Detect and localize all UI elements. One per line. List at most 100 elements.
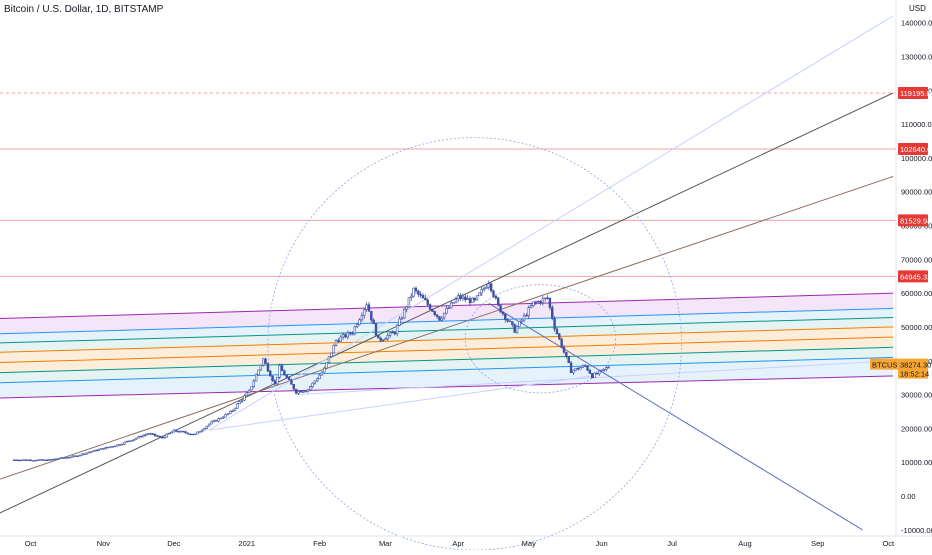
candle-body [198, 431, 201, 433]
channel-band [0, 317, 893, 353]
candle-body [478, 292, 481, 297]
level-label-bg [898, 87, 928, 100]
candle-body [367, 304, 371, 312]
candle-body [511, 321, 514, 325]
x-tick-label: Jun [596, 539, 608, 548]
candle-body [135, 437, 138, 440]
candle-body [541, 298, 545, 304]
candle-body [551, 307, 554, 319]
candle-body [379, 337, 382, 341]
symbol-badge-bg [870, 358, 898, 370]
circle-drawing [464, 284, 617, 394]
x-tick-label: Oct [25, 539, 38, 548]
candle-body [90, 451, 93, 453]
candle-body [492, 290, 495, 297]
candle-body [250, 386, 253, 391]
candle-body [149, 433, 152, 435]
candle-body [257, 369, 260, 376]
candle-body [15, 459, 18, 461]
candle-body [405, 306, 408, 310]
candle-body [229, 411, 232, 414]
candle-body [102, 448, 105, 450]
candle-body [26, 459, 30, 462]
candle-body [377, 335, 380, 339]
candle-body [177, 431, 180, 433]
candle-body [200, 429, 204, 432]
candle-body [245, 392, 248, 397]
candle-body [233, 407, 237, 411]
candle-body [461, 296, 465, 299]
candle-body [426, 299, 429, 305]
candle-body [353, 326, 357, 334]
candle-body [24, 459, 28, 461]
channel-band [0, 337, 893, 373]
candle-body [320, 371, 324, 376]
x-tick-label: Mar [379, 539, 392, 548]
candle-body [137, 436, 140, 439]
candle-body [313, 380, 317, 384]
candle-body [365, 304, 368, 310]
candle-body [605, 367, 608, 370]
candle-body [607, 366, 610, 369]
candle-body [193, 433, 197, 436]
y-tick-label: 100000.00 [901, 154, 932, 163]
candle-body [569, 362, 573, 374]
channel-band [0, 357, 893, 398]
candle-body [210, 421, 213, 425]
candle-body [132, 438, 136, 441]
level-label-bg [898, 214, 928, 227]
y-tick-label: 110000.00 [901, 120, 932, 129]
currency-label: USD [909, 4, 926, 13]
candle-body [294, 388, 298, 394]
candle-body [308, 386, 312, 391]
countdown-label: 18:52:14 [900, 370, 929, 379]
candle-body [318, 374, 321, 380]
candle-body [57, 458, 60, 460]
candle-body [384, 338, 387, 341]
candle-body [590, 373, 594, 378]
current-price-label: 38274.30 [900, 361, 931, 370]
y-tick-label: 130000.00 [901, 52, 932, 61]
candle-body [271, 375, 274, 382]
candle-body [99, 448, 103, 450]
candle-body [118, 444, 122, 446]
candle-body [55, 458, 58, 460]
candle-body [215, 420, 218, 422]
candle-body [374, 323, 378, 336]
candle-body [574, 367, 577, 371]
level-label-bg [898, 142, 928, 155]
candle-body [236, 403, 239, 409]
candle-body [433, 311, 436, 315]
candle-body [104, 446, 107, 450]
chart-title: Bitcoin / U.S. Dollar, 1D, BITSTAMP [4, 4, 164, 15]
candle-body [358, 319, 361, 325]
candle-body [29, 459, 32, 462]
candle-body [518, 321, 521, 327]
candle-body [534, 301, 538, 303]
level-label: 81529.94 [900, 216, 931, 225]
candle-body [501, 311, 505, 315]
candle-body [421, 295, 425, 299]
candle-body [304, 390, 307, 393]
candle-body [351, 333, 354, 335]
candle-body [297, 390, 300, 394]
candle-body [522, 315, 526, 321]
candle-body [109, 446, 112, 448]
candle-body [92, 449, 96, 452]
candle-body [179, 430, 183, 433]
candle-body [41, 459, 44, 461]
candle-body [442, 312, 446, 319]
level-label: 64945.32 [900, 272, 931, 281]
candle-body [348, 332, 352, 334]
x-tick-label: 2021 [238, 539, 255, 548]
candle-body [168, 432, 171, 435]
candle-body [146, 433, 150, 435]
x-tick-label: Feb [313, 539, 326, 548]
candle-body [123, 441, 126, 445]
candle-body [539, 300, 542, 304]
candle-body [414, 287, 418, 292]
candle-body [95, 449, 98, 452]
candle-body [247, 389, 251, 394]
